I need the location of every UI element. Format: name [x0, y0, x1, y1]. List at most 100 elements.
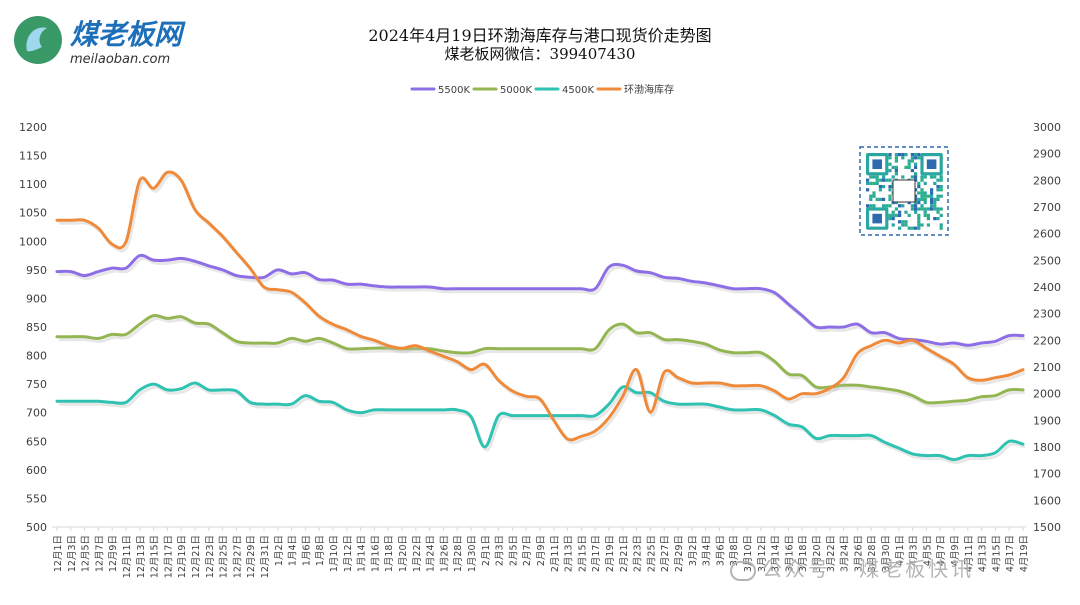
- x-tick-label: 1月12日: [343, 535, 354, 572]
- y-left-tick-label: 1150: [19, 150, 47, 163]
- x-tick-label: 3月28日: [867, 535, 878, 572]
- x-tick-label: 2月15日: [577, 535, 588, 572]
- x-tick-label: 3月20日: [812, 535, 823, 572]
- qr-cell: [904, 153, 908, 157]
- x-tick-label: 3月2日: [688, 535, 699, 566]
- qr-cell: [914, 172, 918, 176]
- qr-finder-core: [872, 159, 882, 169]
- y-right-tick-label: 1900: [1033, 414, 1061, 427]
- qr-cell: [936, 185, 940, 189]
- x-tick-label: 12月1日: [53, 535, 64, 572]
- qr-cell: [866, 181, 870, 185]
- series-line: [55, 313, 1025, 405]
- qr-cell: [894, 172, 898, 176]
- qr-cell: [872, 194, 876, 198]
- series-line: [55, 381, 1025, 462]
- qr-cell: [936, 188, 940, 192]
- x-tick-label: 4月13日: [978, 535, 989, 572]
- qr-cell: [930, 194, 934, 198]
- y-right-tick-label: 2900: [1033, 148, 1061, 161]
- qr-cell: [891, 213, 895, 217]
- qr-cell: [885, 204, 889, 208]
- x-tick-label: 4月15日: [991, 535, 1002, 572]
- qr-cell: [898, 204, 902, 208]
- qr-cell: [891, 175, 895, 179]
- logo-url: meilaoban.com: [70, 52, 170, 67]
- qr-cell: [907, 159, 911, 163]
- x-tick-label: 1月22日: [412, 535, 423, 572]
- x-tick-label: 3月4日: [702, 535, 713, 566]
- qr-cell: [920, 188, 924, 192]
- x-tick-label: 4月3日: [909, 535, 920, 566]
- qr-cell: [894, 165, 898, 169]
- x-tick-label: 1月24日: [426, 535, 437, 572]
- qr-cell: [910, 169, 914, 173]
- legend-label: 4500K: [562, 85, 594, 96]
- qr-cell: [910, 156, 914, 160]
- x-tick-label: 2月29日: [674, 535, 685, 572]
- qr-cell: [926, 213, 930, 217]
- y-right-tick-label: 1500: [1033, 521, 1061, 534]
- x-tick-label: 2月19日: [605, 535, 616, 572]
- qr-cell: [923, 207, 927, 211]
- x-tick-label: 4月11日: [964, 535, 975, 572]
- qr-cell: [914, 207, 918, 211]
- right-axis: 1500 1600 1700 1800 1900 2000 2100 2200 2300 2400…: [1033, 121, 1061, 534]
- qr-center-logo: [892, 179, 916, 203]
- qr-cell: [869, 204, 873, 208]
- x-tick-label: 3月12日: [757, 535, 768, 572]
- qr-cell: [939, 194, 943, 198]
- qr-cell: [882, 185, 886, 189]
- y-left-tick-label: 600: [26, 464, 47, 477]
- qr-cell: [888, 156, 892, 160]
- qr-cell: [891, 201, 895, 205]
- qr-cell: [914, 178, 918, 182]
- qr-cell: [917, 223, 921, 227]
- x-axis: 12月1日 12月3日 12月5日 12月7日 12月9日 12月11日 12月13日 12月…: [53, 527, 1030, 578]
- x-tick-label: 1月18日: [384, 535, 395, 572]
- x-tick-label: 12月23日: [205, 535, 216, 578]
- y-right-tick-label: 2300: [1033, 308, 1061, 321]
- x-tick-label: 3月6日: [715, 535, 726, 566]
- qr-cell: [914, 226, 918, 230]
- y-left-tick-label: 1000: [19, 235, 47, 248]
- qr-cell: [869, 194, 873, 198]
- meilaoban-logo: 煤老板网 meilaoban.com: [14, 16, 186, 67]
- y-left-tick-label: 700: [26, 407, 47, 420]
- y-left-tick-label: 850: [26, 321, 47, 334]
- qr-code: [856, 143, 952, 239]
- x-tick-label: 2月7日: [522, 535, 533, 566]
- wechat-icon: [730, 560, 756, 581]
- qr-cell: [923, 213, 927, 217]
- qr-cell: [917, 217, 921, 221]
- qr-cell: [933, 181, 937, 185]
- qr-cell: [930, 197, 934, 201]
- qr-cell: [936, 217, 940, 221]
- qr-cell: [917, 156, 921, 160]
- qr-cell: [930, 191, 934, 195]
- qr-cell: [894, 159, 898, 163]
- x-tick-label: 3月18日: [798, 535, 809, 572]
- qr-cell: [930, 175, 934, 179]
- qr-cell: [872, 204, 876, 208]
- qr-cell: [888, 169, 892, 173]
- qr-cell: [866, 178, 870, 182]
- y-left-tick-label: 750: [26, 378, 47, 391]
- x-tick-label: 3月8日: [729, 535, 740, 566]
- qr-cell: [891, 165, 895, 169]
- qr-cell: [926, 194, 930, 198]
- x-tick-label: 12月27日: [232, 535, 243, 578]
- qr-cell: [923, 210, 927, 214]
- qr-cell: [878, 185, 882, 189]
- y-right-tick-label: 2400: [1033, 281, 1061, 294]
- qr-cell: [917, 220, 921, 224]
- qr-cell: [878, 188, 882, 192]
- qr-cell: [936, 210, 940, 214]
- qr-cell: [939, 226, 943, 230]
- qr-cell: [920, 194, 924, 198]
- watermark: 公众号 · 煤老板快讯: [730, 553, 974, 582]
- legend-label: 5500K: [438, 85, 470, 96]
- x-tick-label: 2月21日: [619, 535, 630, 572]
- qr-cell: [904, 220, 908, 224]
- qr-cell: [872, 191, 876, 195]
